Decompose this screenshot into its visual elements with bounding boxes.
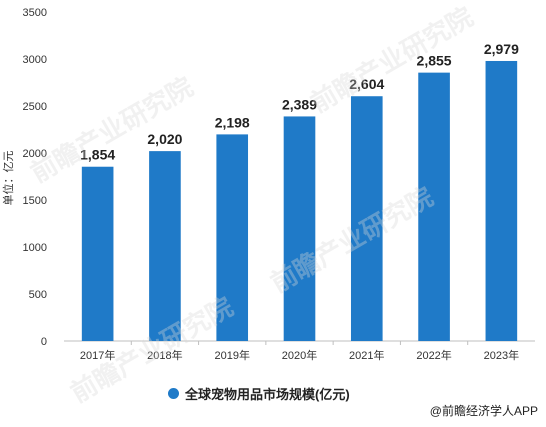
data-label: 1,854 (80, 147, 115, 163)
bar (149, 151, 181, 341)
x-tick-label: 2022年 (416, 348, 451, 362)
data-label: 2,020 (147, 131, 182, 147)
x-axis-ticks: 2017年 2018年 2019年 2020年 2021年 2022年 2023年 (80, 341, 519, 362)
y-tick-label: 3500 (23, 7, 47, 19)
data-label: 2,855 (417, 53, 452, 69)
y-tick-label: 2000 (23, 148, 47, 160)
bar (418, 72, 450, 341)
data-labels: 1,854 2,020 2,198 2,389 2,604 2,855 2,979 (80, 41, 519, 163)
x-tick-label: 2020年 (282, 348, 317, 362)
y-axis-label: 单位：亿元 (1, 151, 15, 206)
y-tick-label: 0 (41, 336, 47, 348)
x-tick-label: 2023年 (484, 348, 519, 362)
bar (350, 96, 383, 341)
legend-marker (168, 388, 179, 399)
legend-label: 全球宠物用品市场规模(亿元) (185, 387, 350, 402)
y-tick-label: 1000 (23, 242, 47, 254)
source-credit: @前瞻经济学人APP (429, 404, 538, 418)
legend: 全球宠物用品市场规模(亿元) (168, 384, 350, 403)
bar (216, 134, 249, 341)
y-tick-label: 500 (29, 289, 47, 301)
bars (81, 60, 518, 342)
y-tick-label: 1500 (23, 195, 47, 207)
x-tick-label: 2018年 (147, 348, 182, 362)
bar (485, 60, 518, 341)
y-tick-label: 3000 (23, 54, 47, 66)
y-tick-label: 2500 (23, 101, 47, 113)
y-axis-ticks: 0 500 1000 1500 2000 2500 3000 3500 (23, 7, 47, 348)
bar (81, 166, 114, 341)
data-label: 2,604 (349, 76, 384, 92)
x-tick-label: 2017年 (80, 348, 115, 362)
x-tick-label: 2019年 (214, 348, 249, 362)
data-label: 2,198 (215, 114, 250, 130)
data-label: 2,979 (484, 41, 519, 57)
x-tick-label: 2021年 (349, 348, 384, 362)
data-label: 2,389 (282, 96, 317, 112)
bar (283, 116, 316, 342)
